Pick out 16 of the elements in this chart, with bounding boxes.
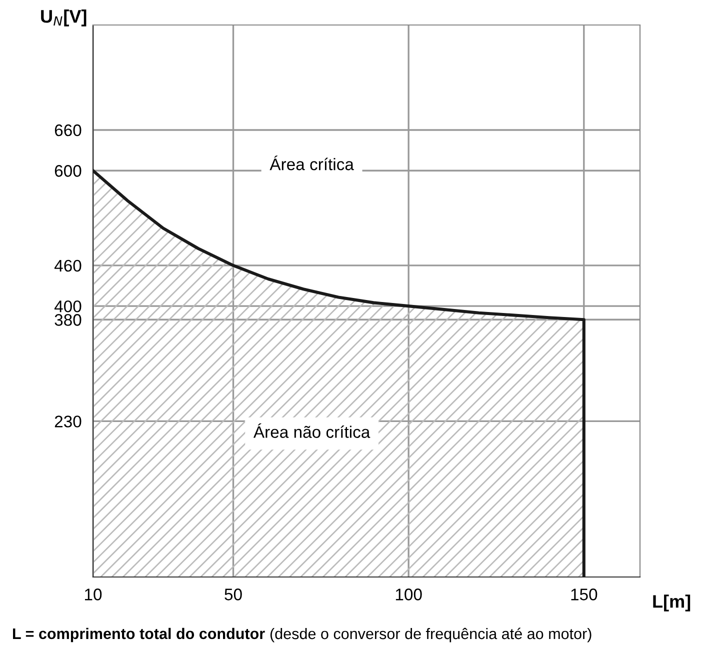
text: (desde o conversor de frequência até ao motor) — [270, 628, 592, 642]
y-tick-label: 460 — [54, 260, 82, 272]
y-tick-label: 660 — [54, 124, 82, 136]
x-tick-label: 150 — [571, 588, 598, 600]
annotation: Área não crítica — [253, 423, 370, 438]
x-tick-label: 10 — [85, 588, 102, 600]
y-tick-label: 380 — [54, 314, 82, 326]
y-tick-label: 400 — [54, 300, 82, 312]
text: L = comprimento total do condutor — [13, 628, 265, 642]
x-axis-title: L[m] — [653, 594, 690, 612]
x-tick-label: 50 — [224, 588, 242, 600]
y-tick-label: 600 — [54, 165, 82, 177]
annotation: Área crítica — [270, 156, 354, 170]
y-axis-title: U$_{N}$[V] — [41, 10, 86, 26]
x-tick-label: 100 — [396, 588, 422, 600]
y-tick-label: 230 — [54, 416, 82, 428]
